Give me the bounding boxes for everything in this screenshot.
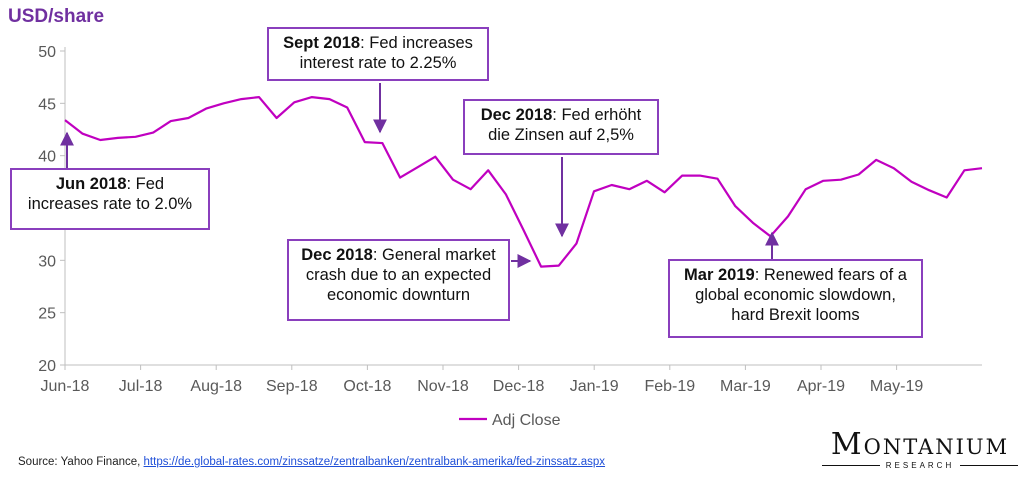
annotation-dec-2018-crash: Dec 2018: General market crash due to an… bbox=[287, 239, 510, 321]
annotation-sept-2018: Sept 2018: Fed increases interest rate t… bbox=[267, 27, 489, 81]
logo-sub: RESEARCH bbox=[822, 461, 1019, 470]
y-tick-label: 50 bbox=[38, 44, 56, 61]
x-tick-label: Apr-19 bbox=[797, 378, 845, 395]
annotation-mar-2019: Mar 2019: Renewed fears of a global econ… bbox=[668, 259, 923, 338]
x-tick-label: Mar-19 bbox=[720, 378, 771, 395]
x-tick-label: Feb-19 bbox=[644, 378, 695, 395]
x-tick-label: Dec-18 bbox=[493, 378, 545, 395]
x-tick-label: Oct-18 bbox=[343, 378, 391, 395]
x-tick-label: Aug-18 bbox=[190, 378, 242, 395]
x-tick-label: Jul-18 bbox=[119, 378, 163, 395]
x-tick-label: Nov-18 bbox=[417, 378, 469, 395]
legend-label: Adj Close bbox=[492, 412, 561, 429]
y-tick-label: 30 bbox=[38, 253, 56, 270]
y-tick-label: 20 bbox=[38, 358, 56, 375]
source-note: Source: Yahoo Finance, https://de.global… bbox=[18, 456, 605, 468]
x-tick-label: Sep-18 bbox=[266, 378, 318, 395]
series-line-adj-close bbox=[64, 95, 983, 268]
x-tick-label: May-19 bbox=[870, 378, 923, 395]
y-tick-label: 40 bbox=[38, 149, 56, 166]
annotation-jun-2018: Jun 2018: Fed increases rate to 2.0% bbox=[10, 168, 210, 230]
x-tick-label: Jan-19 bbox=[570, 378, 619, 395]
annotation-dec-2018-rate: Dec 2018: Fed erhöht die Zinsen auf 2,5% bbox=[463, 99, 659, 155]
y-tick-label: 25 bbox=[38, 306, 56, 323]
y-tick-label: 45 bbox=[38, 96, 56, 113]
logo-name: Montanium bbox=[830, 427, 1010, 462]
source-prefix: Source: Yahoo Finance, bbox=[18, 456, 144, 468]
x-tick-label: Jun-18 bbox=[41, 378, 90, 395]
source-link[interactable]: https://de.global-rates.com/zinssatze/ze… bbox=[143, 456, 606, 468]
montanium-logo: Montanium RESEARCH bbox=[822, 427, 1019, 470]
y-axis-title: USD/share bbox=[8, 6, 105, 27]
